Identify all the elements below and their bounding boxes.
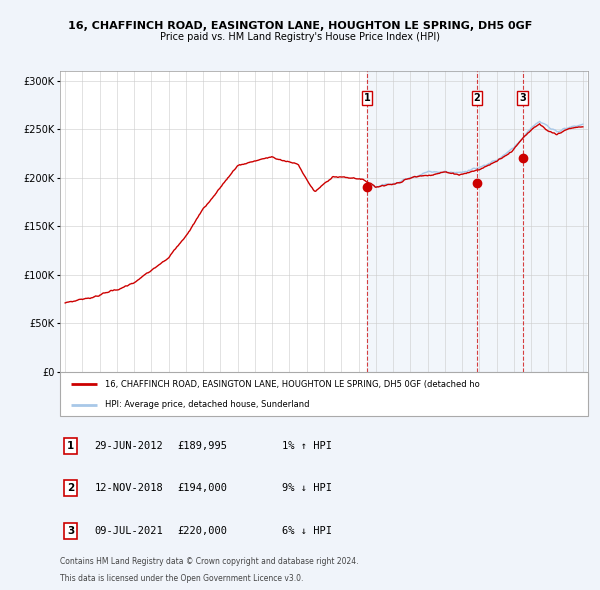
Text: 12-NOV-2018: 12-NOV-2018: [94, 483, 163, 493]
Text: 2: 2: [67, 483, 74, 493]
Text: £194,000: £194,000: [178, 483, 227, 493]
Text: 1: 1: [364, 93, 370, 103]
Text: Price paid vs. HM Land Registry's House Price Index (HPI): Price paid vs. HM Land Registry's House …: [160, 32, 440, 42]
Text: 09-JUL-2021: 09-JUL-2021: [94, 526, 163, 536]
Text: 16, CHAFFINCH ROAD, EASINGTON LANE, HOUGHTON LE SPRING, DH5 0GF: 16, CHAFFINCH ROAD, EASINGTON LANE, HOUG…: [68, 21, 532, 31]
Text: 2: 2: [473, 93, 481, 103]
Text: 1: 1: [67, 441, 74, 451]
Text: 16, CHAFFINCH ROAD, EASINGTON LANE, HOUGHTON LE SPRING, DH5 0GF (detached ho: 16, CHAFFINCH ROAD, EASINGTON LANE, HOUG…: [105, 379, 479, 389]
Text: 1% ↑ HPI: 1% ↑ HPI: [282, 441, 332, 451]
Text: 6% ↓ HPI: 6% ↓ HPI: [282, 526, 332, 536]
Text: 3: 3: [520, 93, 526, 103]
Text: £189,995: £189,995: [178, 441, 227, 451]
Text: 29-JUN-2012: 29-JUN-2012: [94, 441, 163, 451]
Text: 9% ↓ HPI: 9% ↓ HPI: [282, 483, 332, 493]
Text: Contains HM Land Registry data © Crown copyright and database right 2024.: Contains HM Land Registry data © Crown c…: [60, 558, 359, 566]
FancyBboxPatch shape: [60, 372, 588, 416]
Bar: [367, 71, 586, 372]
Text: 3: 3: [67, 526, 74, 536]
Text: HPI: Average price, detached house, Sunderland: HPI: Average price, detached house, Sund…: [105, 401, 310, 409]
Text: £220,000: £220,000: [178, 526, 227, 536]
Text: This data is licensed under the Open Government Licence v3.0.: This data is licensed under the Open Gov…: [60, 574, 304, 583]
